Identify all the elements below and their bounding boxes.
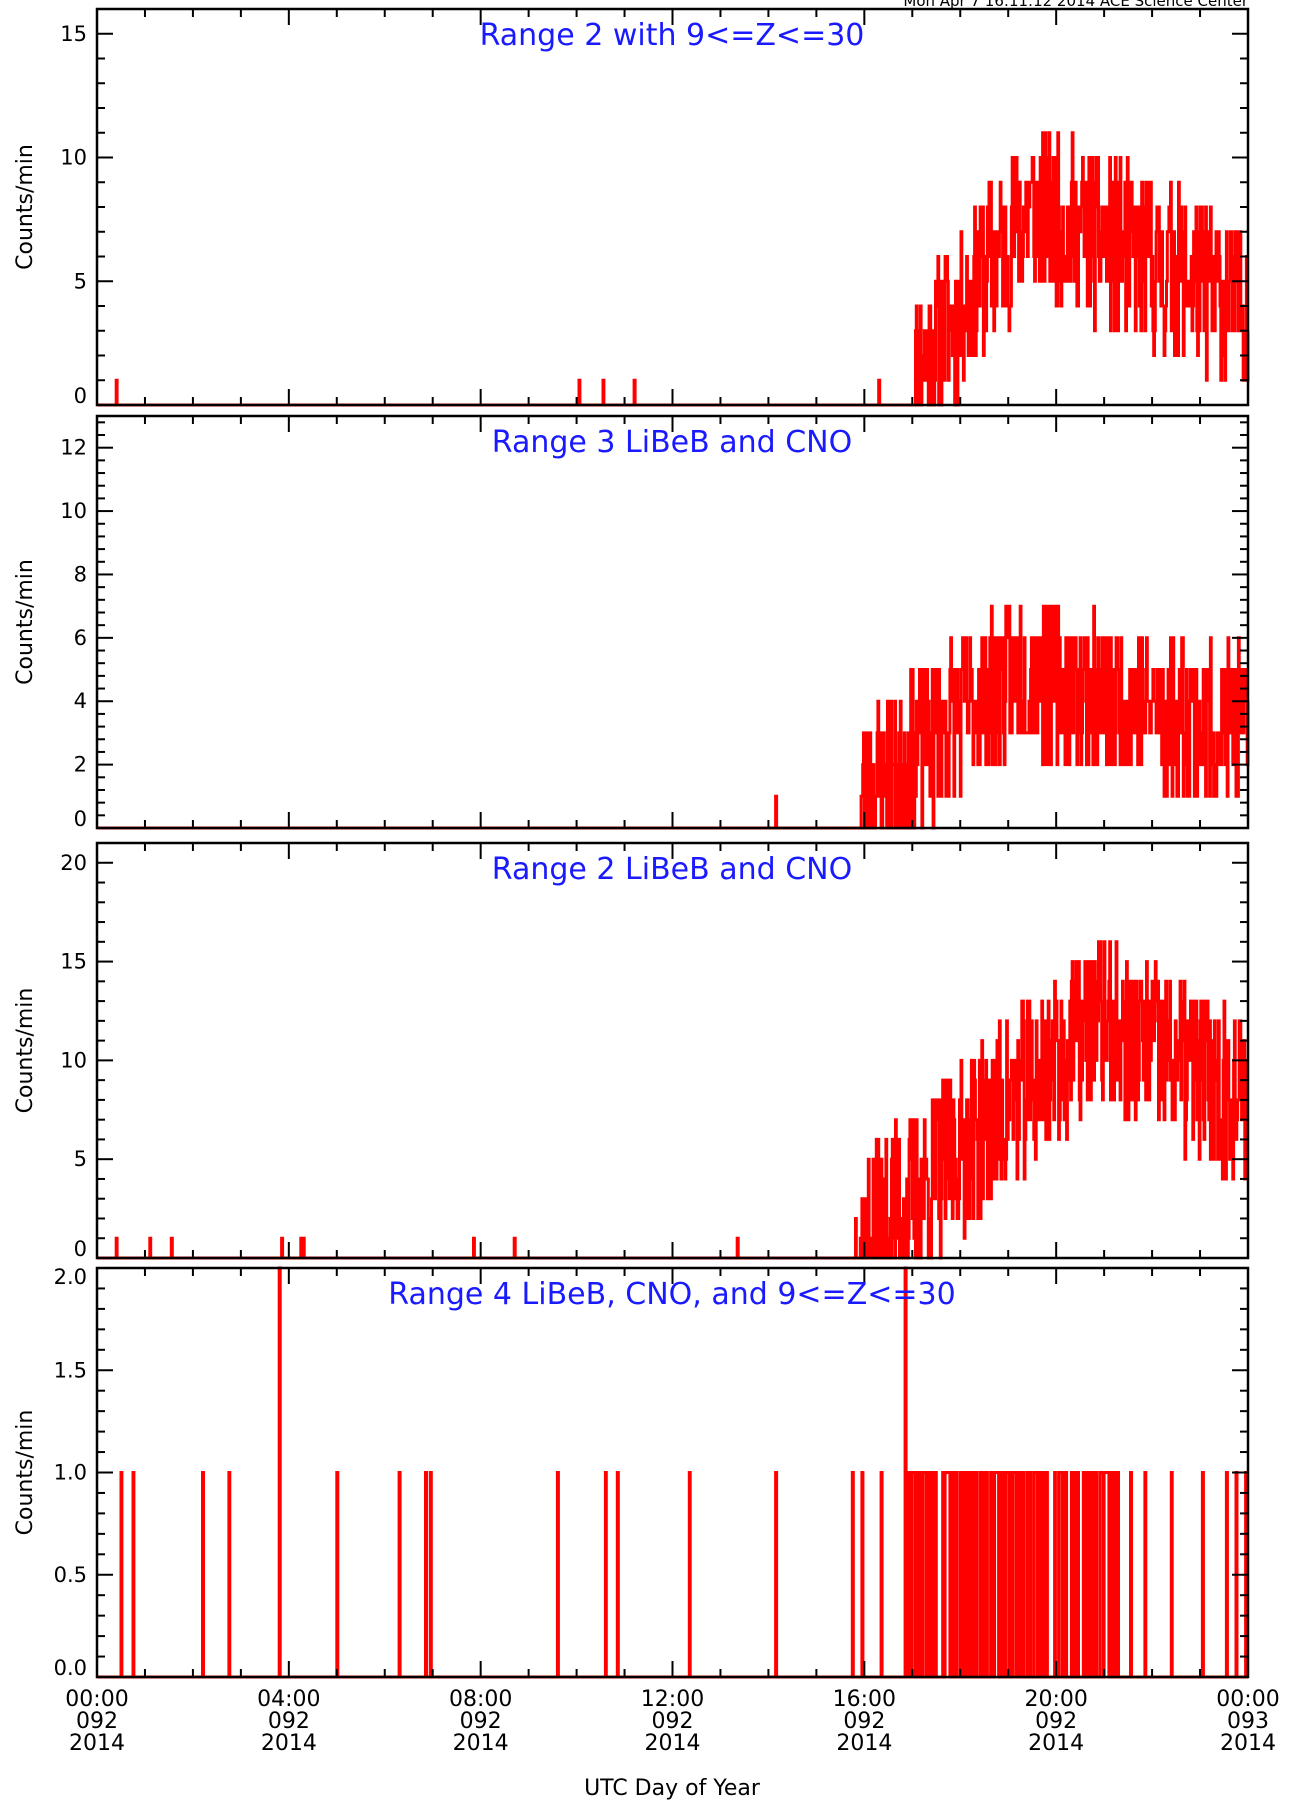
panel-1: 0 5 10 15 Range 2 with 9<=Z<=30 Counts/min	[13, 7, 1250, 408]
y-axis-label: Counts/min	[13, 559, 38, 685]
x-tick-year: 2014	[1220, 1731, 1276, 1756]
y-tick-label: 10	[60, 146, 87, 170]
y-tick-label: 12	[60, 436, 87, 460]
x-tick-time: 00:00	[65, 1687, 128, 1712]
x-tick-day: 092	[76, 1709, 118, 1734]
y-axis-label: Counts/min	[13, 144, 38, 270]
y-tick-label: 15	[60, 22, 87, 46]
series-line	[97, 1266, 1249, 1679]
panel-4: 0.0 0.5 1.0 1.5 2.0 Range 4 LiBeB, CNO, and 9…	[13, 1265, 1250, 1680]
x-tick-day: 093	[1227, 1709, 1269, 1734]
header-timestamp: Mon Apr 7 16:11:12 2014 ACE Science Cent…	[903, 0, 1248, 10]
series-line	[97, 131, 1250, 407]
y-tick-label: 5	[74, 1147, 87, 1171]
x-tick-year: 2014	[69, 1731, 125, 1756]
panel-3: 0 5 10 15 20 Range 2 LiBeB and CNO Counts/min	[13, 841, 1250, 1261]
y-tick-label: 5	[74, 269, 87, 293]
y-tick-label: 2.0	[54, 1265, 87, 1289]
y-tick-label: 2	[74, 753, 87, 777]
y-axis-label: Counts/min	[13, 1410, 38, 1536]
x-tick-time: 16:00	[833, 1687, 896, 1712]
x-tick-time: 04:00	[257, 1687, 320, 1712]
panel-frame	[95, 414, 1250, 830]
series-line	[97, 940, 1249, 1260]
y-tick-label: 20	[60, 851, 87, 875]
panel-frame	[95, 841, 1250, 1260]
x-tick-time: 12:00	[641, 1687, 704, 1712]
y-tick-label: 6	[74, 626, 87, 650]
y-tick-label: 15	[60, 950, 87, 974]
y-tick-label: 0.5	[54, 1563, 87, 1587]
y-tick-label: 8	[74, 562, 87, 586]
panel-title: Range 2 with 9<=Z<=30	[480, 18, 865, 53]
panel-title: Range 4 LiBeB, CNO, and 9<=Z<=30	[388, 1277, 955, 1312]
y-tick-label: 0	[74, 384, 87, 408]
x-tick-labels: 00:00092201404:00092201408:00092201412:0…	[65, 1687, 1279, 1756]
y-tick-label: 0	[74, 1237, 87, 1261]
panel-title: Range 2 LiBeB and CNO	[492, 852, 852, 887]
y-tick-label: 10	[60, 1048, 87, 1072]
y-axis-label: Counts/min	[13, 988, 38, 1114]
x-tick-year: 2014	[836, 1731, 892, 1756]
x-axis-label: UTC Day of Year	[584, 1776, 761, 1801]
y-tick-label: 1.0	[54, 1461, 87, 1485]
y-tick-label: 1.5	[54, 1358, 87, 1382]
x-tick-day: 092	[843, 1709, 885, 1734]
x-tick-time: 08:00	[449, 1687, 512, 1712]
y-tick-label: 0	[74, 807, 87, 831]
y-tick-label: 0.0	[54, 1656, 87, 1680]
x-tick-time: 00:00	[1216, 1687, 1279, 1712]
x-tick-day: 092	[268, 1709, 310, 1734]
y-tick-label: 4	[74, 689, 87, 713]
x-tick-day: 092	[1035, 1709, 1077, 1734]
x-tick-year: 2014	[261, 1731, 317, 1756]
panels: 0 5 10 15 Range 2 with 9<=Z<=30 Counts/min 0 2 4…	[13, 7, 1250, 1680]
x-tick-year: 2014	[645, 1731, 701, 1756]
panel-title: Range 3 LiBeB and CNO	[492, 425, 852, 460]
x-tick-day: 092	[460, 1709, 502, 1734]
x-tick-time: 20:00	[1024, 1687, 1087, 1712]
x-tick-year: 2014	[1028, 1731, 1084, 1756]
x-tick-year: 2014	[453, 1731, 509, 1756]
panel-2: 0 2 4 6 8 10 12 Range 3 LiBeB and CNO Counts/min	[13, 414, 1250, 831]
series-line	[97, 604, 1250, 830]
x-tick-day: 092	[652, 1709, 694, 1734]
y-tick-label: 10	[60, 499, 87, 523]
